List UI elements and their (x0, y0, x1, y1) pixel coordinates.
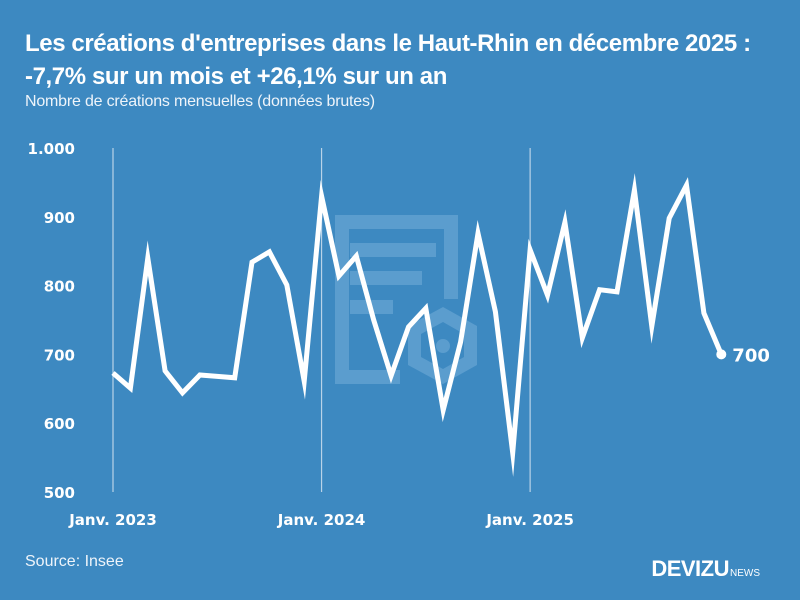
logo-main: DEVIZU (651, 556, 729, 581)
x-tick-label: Janv. 2023 (68, 511, 157, 529)
logo-suffix: NEWS (730, 568, 760, 579)
series-line (111, 173, 724, 477)
brand-logo: DEVIZUNEWS (651, 556, 760, 582)
chart-subtitle: Nombre de créations mensuelles (données … (25, 93, 375, 110)
y-tick-label: 1.000 (28, 140, 75, 158)
watermark-document-icon (335, 215, 458, 384)
x-tick-label: Janv. 2024 (277, 511, 366, 529)
y-tick-label: 700 (44, 346, 75, 364)
x-axis: Janv. 2023 Janv. 2024 Janv. 2025 (68, 511, 574, 529)
y-tick-label: 500 (44, 484, 75, 502)
chart-title: Les créations d'entreprises dans le Haut… (25, 30, 751, 90)
end-value-label: 700 (732, 345, 770, 366)
source-note: Source: Insee (25, 553, 124, 570)
y-axis: 500 600 700 800 900 1.000 (28, 140, 75, 502)
y-tick-label: 800 (44, 278, 75, 296)
watermark-lines-icon (350, 243, 436, 314)
y-tick-label: 600 (44, 415, 75, 433)
end-point-marker (716, 349, 727, 360)
x-tick-label: Janv. 2025 (485, 511, 574, 529)
y-tick-label: 900 (44, 209, 75, 227)
